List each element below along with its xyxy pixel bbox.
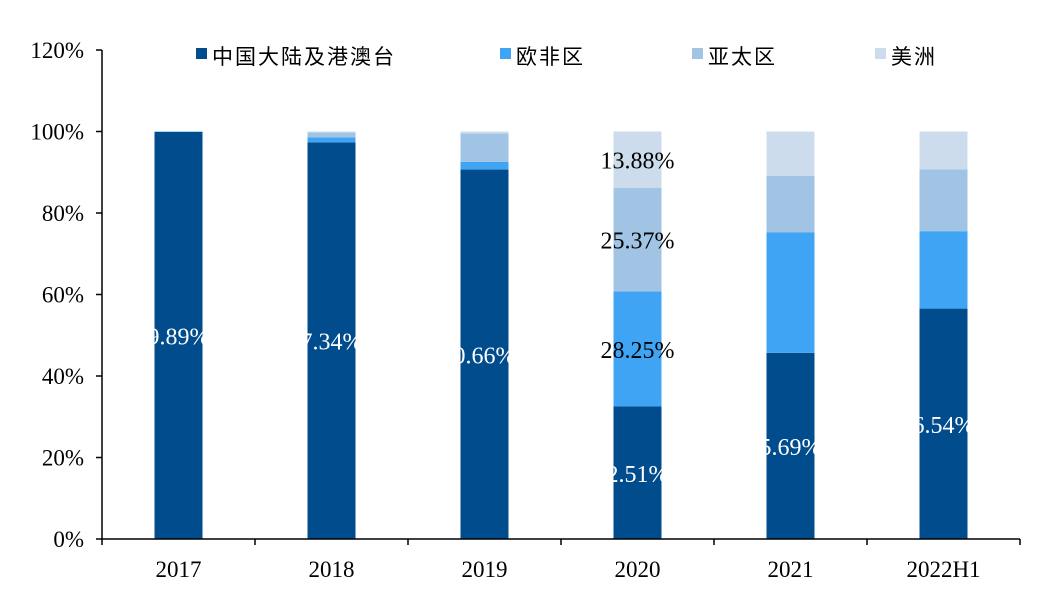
x-tick-label: 2018 (309, 557, 355, 582)
bar-segment (307, 132, 356, 138)
bar-segment (919, 308, 968, 539)
data-label: 5.69% (760, 435, 822, 461)
bar-segment (307, 131, 356, 133)
x-tick-label: 2022H1 (906, 557, 980, 582)
legend-swatch (875, 48, 886, 59)
data-label: 9.89% (148, 324, 210, 350)
bar-segment (307, 142, 356, 540)
x-tick-label: 2021 (768, 557, 814, 582)
y-tick-label: 40% (42, 364, 84, 389)
y-tick-label: 120% (30, 38, 84, 63)
bar-segment (613, 406, 662, 539)
bar-segment (460, 131, 509, 134)
bar-segment (766, 175, 815, 233)
legend-swatch (692, 48, 703, 59)
bar-segment (766, 352, 815, 539)
bar-segment (460, 133, 509, 162)
y-tick-label: 0% (53, 527, 84, 552)
bar-segment (919, 131, 968, 170)
bar-segment (460, 169, 509, 540)
data-label: 13.88% (601, 149, 675, 175)
legend-swatch (196, 48, 207, 59)
bar-segment (154, 131, 203, 540)
bar-segment (766, 131, 815, 176)
legend-label: 美洲 (891, 45, 937, 69)
legend-label: 欧非区 (516, 45, 585, 69)
legend-swatch (500, 48, 511, 59)
x-tick-label: 2019 (462, 557, 508, 582)
bar-segment (613, 188, 662, 292)
bar-segment (919, 231, 968, 309)
data-label: 25.37% (601, 229, 675, 255)
y-tick-label: 20% (42, 446, 84, 471)
y-tick-label: 60% (42, 283, 84, 308)
y-tick-label: 100% (30, 120, 84, 145)
bar-segment (766, 232, 815, 353)
data-label: 2.51% (607, 462, 669, 488)
bar-segment (919, 169, 968, 232)
data-label: 0.66% (454, 343, 516, 369)
data-label: 6.54% (913, 413, 975, 439)
legend-label: 亚太区 (708, 45, 777, 69)
bar-segment (613, 131, 662, 189)
bar-segment (307, 137, 356, 143)
bar-segment (460, 161, 509, 170)
x-tick-label: 2017 (156, 557, 202, 582)
data-label: 7.34% (301, 330, 363, 356)
data-label: 28.25% (601, 338, 675, 364)
y-tick-label: 80% (42, 201, 84, 226)
bar-segment (613, 291, 662, 407)
x-tick-label: 2020 (615, 557, 661, 582)
legend-label: 中国大陆及港澳台 (212, 45, 396, 69)
